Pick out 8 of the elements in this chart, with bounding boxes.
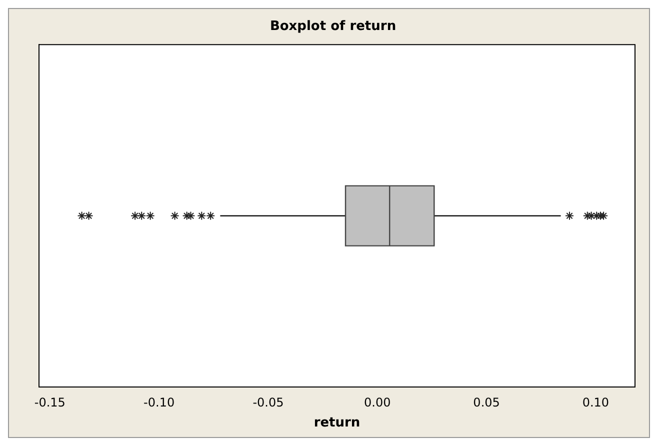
x-axis-title: return: [314, 416, 360, 431]
x-tick-label: -0.15: [34, 395, 66, 410]
x-tick-label: 0.00: [364, 395, 391, 410]
x-tick-label: -0.10: [144, 395, 175, 410]
x-tick-label: 0.05: [473, 395, 500, 410]
x-tick-label: -0.05: [252, 395, 284, 410]
x-tick-label: 0.10: [582, 395, 610, 410]
chart-title: Boxplot of return: [270, 19, 396, 34]
